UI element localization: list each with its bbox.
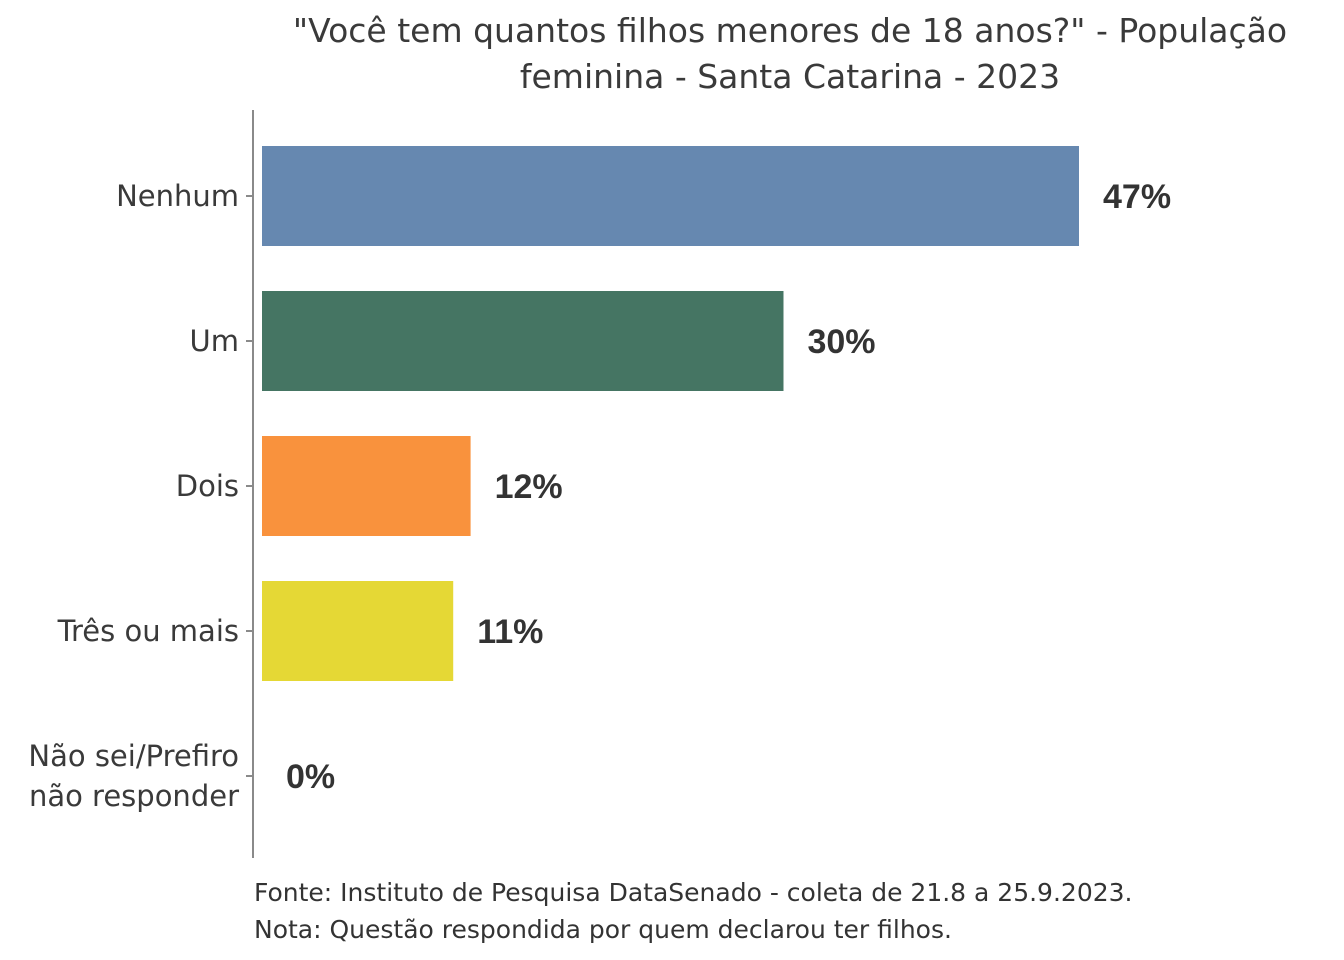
category-label-line: Um: [190, 324, 239, 358]
bar: [262, 146, 1079, 246]
source-note: Fonte: Instituto de Pesquisa DataSenado …: [254, 878, 1133, 907]
value-label: 47%: [1103, 178, 1171, 216]
footnote: Nota: Questão respondida por quem declar…: [254, 915, 952, 944]
category-label: Três ou mais: [57, 614, 239, 648]
category-label: Dois: [176, 469, 239, 503]
chart-title: "Você tem quantos filhos menores de 18 a…: [240, 8, 1340, 100]
bar: [262, 436, 471, 536]
value-label: 0%: [286, 758, 335, 796]
bar: [262, 581, 454, 681]
chart-title-line-1: "Você tem quantos filhos menores de 18 a…: [292, 11, 1288, 50]
bar: [262, 291, 784, 391]
value-label: 11%: [477, 613, 543, 651]
category-label-line: Dois: [176, 469, 239, 503]
category-label-line: não responder: [29, 779, 239, 813]
category-label-line: Três ou mais: [57, 614, 239, 648]
category-label-line: Nenhum: [116, 179, 239, 213]
category-label: Não sei/Prefiro não responder: [28, 739, 239, 813]
chart-footer: Fonte: Instituto de Pesquisa DataSenado …: [254, 874, 1132, 948]
category-label-line: Não sei/Prefiro: [28, 739, 239, 773]
chart-title-line-2: feminina - Santa Catarina - 2023: [519, 57, 1061, 96]
category-label: Nenhum: [116, 179, 239, 213]
value-label: 12%: [495, 468, 563, 506]
value-label: 30%: [807, 323, 875, 361]
category-label: Um: [190, 324, 239, 358]
